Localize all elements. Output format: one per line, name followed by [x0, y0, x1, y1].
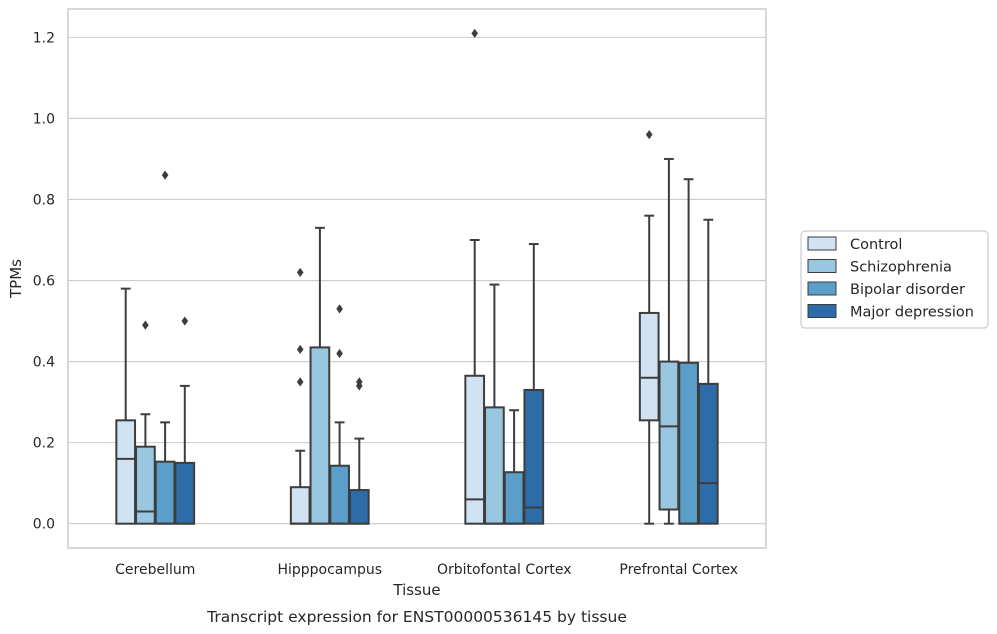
legend-label: Control [850, 237, 902, 253]
box [135, 320, 156, 525]
box [523, 243, 545, 525]
outlier-point [336, 304, 343, 314]
outlier-point [296, 377, 304, 387]
x-tick-label: Prefrontal Cortex [619, 562, 738, 578]
legend-item: Control [807, 236, 902, 253]
x-tick-label: Orbitofontal Cortex [437, 562, 572, 578]
box [154, 170, 176, 525]
legend: Control Schizophrenia Bipolar disorder Majo… [800, 230, 989, 329]
box-body [289, 486, 311, 525]
box [464, 28, 486, 525]
box [174, 316, 196, 525]
y-axis-ticks: 0.0 0.2 0.4 0.6 0.8 1.0 1.2 [33, 30, 55, 532]
x-tick-label: Hipppocampus [277, 562, 382, 578]
chart-caption: Transcript expression for ENST0000053614… [206, 608, 627, 626]
legend-swatch [807, 281, 837, 296]
y-tick-label: 0.0 [33, 517, 55, 533]
legend-swatch [807, 236, 837, 251]
y-tick-label: 1.0 [33, 111, 55, 127]
box-body [484, 406, 505, 525]
y-tick-label: 0.4 [33, 355, 55, 371]
outlier-point [471, 28, 479, 38]
y-tick-label: 1.2 [33, 30, 55, 46]
legend-swatch [807, 304, 837, 318]
outlier-point [296, 267, 304, 278]
box-body [503, 471, 525, 525]
box [658, 157, 680, 525]
legend-label: Major depression [850, 305, 974, 321]
box-body [348, 489, 370, 525]
box [638, 130, 660, 525]
box-body [174, 461, 196, 525]
y-tick-label: 0.8 [33, 192, 55, 208]
box [115, 287, 137, 525]
box-series-group [115, 28, 719, 525]
box [348, 377, 370, 525]
box-body [154, 460, 176, 525]
box [484, 283, 505, 525]
x-tick-label: Cerebellum [115, 562, 195, 578]
outlier-point [645, 130, 653, 140]
box-body [115, 419, 137, 525]
series-major-depression [174, 218, 719, 525]
legend-item: Bipolar disorder [807, 281, 965, 298]
box-body [135, 445, 156, 525]
legend-label: Schizophrenia [850, 260, 952, 276]
legend-label: Bipolar disorder [850, 282, 965, 298]
x-axis-ticks: Cerebellum Hipppocampus Orbitofontal Corte… [115, 562, 738, 578]
box-body [638, 311, 660, 422]
series-schizophrenia [135, 157, 680, 525]
box-body [658, 360, 680, 511]
x-axis-label: Tissue [392, 581, 440, 599]
y-tick-label: 0.2 [33, 436, 55, 452]
legend-item: Schizophrenia [807, 259, 952, 276]
outlier-point [336, 348, 343, 359]
box-body [523, 388, 545, 525]
y-tick-label: 0.6 [33, 274, 55, 290]
legend-swatch [807, 259, 837, 273]
box-body [697, 382, 719, 525]
outlier-point [181, 316, 189, 326]
box [697, 218, 719, 525]
box [309, 226, 331, 525]
box-body [309, 346, 331, 525]
outlier-point [142, 320, 149, 330]
box-body [678, 361, 699, 525]
legend-item: Major depression [807, 304, 974, 321]
box [329, 304, 350, 525]
series-bipolar-disorder [154, 170, 699, 525]
box [678, 178, 699, 525]
outlier-point [161, 170, 169, 180]
y-axis-label: TPMs [7, 259, 25, 299]
box-body [329, 464, 350, 525]
box-body [464, 374, 486, 525]
outlier-point [296, 344, 304, 355]
outlier-point [355, 377, 363, 387]
legend-frame [800, 230, 989, 329]
series-control [115, 28, 660, 525]
